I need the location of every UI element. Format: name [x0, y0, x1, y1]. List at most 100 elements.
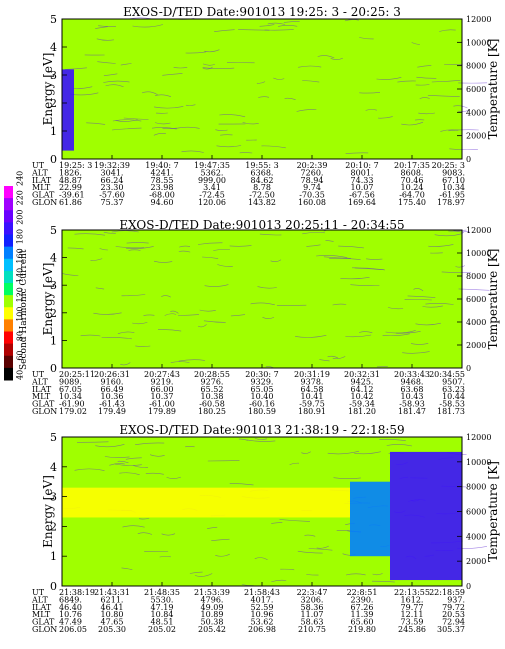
- heatmap-texture-stroke: [153, 106, 184, 109]
- heatmap-texture-stroke: [125, 457, 142, 460]
- heatmap-texture-stroke: [220, 134, 233, 136]
- heatmap-texture-stroke: [344, 19, 359, 22]
- heatmap-texture-stroke: [402, 351, 430, 354]
- heatmap-texture-stroke: [120, 63, 132, 66]
- y-tick-label: 5: [50, 13, 57, 26]
- heatmap-texture-stroke: [238, 438, 248, 441]
- ephemeris-cell: 58.36: [301, 603, 324, 612]
- ephemeris-cell: 78.94: [301, 176, 324, 185]
- ephemeris-cell: 179.02: [59, 407, 87, 416]
- heatmap-texture-stroke: [308, 548, 333, 551]
- ephemeris-cell: 47.19: [151, 603, 174, 612]
- ephemeris-cell: 61.86: [59, 198, 82, 207]
- ephemeris-cell: 10.37: [151, 392, 174, 401]
- heatmap-texture-stroke: [175, 126, 200, 129]
- panel-title: EXOS-D/TED Date:901013 20:25:11 - 20:34:…: [119, 218, 404, 232]
- ephemeris-cell: 72.94: [442, 618, 465, 627]
- heatmap-texture-stroke: [448, 129, 479, 132]
- y-tick-label: 1: [50, 334, 57, 347]
- ephemeris-cell: 22:8:51: [347, 588, 378, 597]
- ephemeris-cell: 10.36: [101, 392, 124, 401]
- ephemeris-cell: 50.38: [201, 618, 224, 627]
- heatmap-texture-stroke: [121, 567, 133, 570]
- heatmap-texture-stroke: [170, 361, 190, 363]
- heatmap-texture-stroke: [202, 256, 219, 259]
- heatmap-texture-stroke: [98, 25, 117, 27]
- heatmap-texture-stroke: [197, 324, 207, 328]
- ephemeris-cell: -59.34: [349, 400, 375, 409]
- panel-1: EXOS-D/TED Date:901013 19:25: 3 - 20:25:…: [31, 5, 500, 207]
- heatmap-texture-stroke: [327, 450, 360, 455]
- heatmap-texture-stroke: [250, 302, 275, 306]
- ephemeris-cell: 22:13:55: [394, 588, 430, 597]
- ephemeris-cell: 180.91: [298, 407, 326, 416]
- heatmap-texture-stroke: [280, 568, 295, 571]
- ephemeris-cell: 19:25: 3: [59, 161, 92, 170]
- heatmap-texture-stroke: [359, 92, 381, 94]
- y2-tick-label: 6000: [466, 85, 486, 94]
- panel-3: EXOS-D/TED Date:901013 21:38:19 - 22:18:…: [31, 423, 500, 634]
- y2-tick-label: 2000: [466, 557, 486, 566]
- ephemeris-cell: 8608.: [401, 168, 424, 177]
- heatmap-texture-stroke: [397, 80, 416, 83]
- ephemeris-cell: 20:33:43: [394, 370, 430, 379]
- heatmap-texture-stroke: [376, 77, 402, 80]
- ephemeris-cell: 73.59: [401, 618, 424, 627]
- heatmap-texture-stroke: [258, 96, 270, 98]
- colorbar-segment: [4, 222, 13, 235]
- heatmap-texture-stroke: [161, 295, 171, 298]
- heatmap-texture-stroke: [259, 24, 275, 27]
- ephemeris-cell: 21:38:19: [59, 588, 95, 597]
- heatmap-texture-stroke: [257, 286, 277, 289]
- heatmap-texture-stroke: [194, 573, 213, 577]
- ephemeris-cell: 7260.: [301, 168, 324, 177]
- ephemeris-cell: 19:40: 7: [145, 161, 178, 170]
- heatmap-texture-stroke: [101, 337, 132, 340]
- y-axis-label: Energy [eV]: [41, 53, 55, 126]
- heatmap-texture-stroke: [93, 312, 122, 315]
- colorbar-tick-label: 220: [16, 190, 25, 205]
- heatmap-texture: [62, 229, 490, 369]
- colorbar-tick-label: 100: [16, 307, 25, 322]
- heatmap-texture-stroke: [202, 67, 235, 69]
- ephemeris-cell: 181.20: [348, 407, 376, 416]
- ephemeris-row-label: ILAT: [32, 385, 52, 394]
- ephemeris-cell: 245.86: [398, 625, 426, 634]
- heatmap-texture-stroke: [103, 231, 116, 234]
- heatmap-texture-stroke: [304, 534, 316, 537]
- heatmap-texture-stroke: [261, 145, 286, 149]
- ephemeris-cell: 6849.: [59, 595, 82, 604]
- ephemeris-cell: 206.05: [59, 625, 87, 634]
- ephemeris-row-label: MLT: [32, 392, 51, 401]
- heatmap-texture-stroke: [123, 117, 149, 120]
- heatmap-texture-stroke: [120, 362, 131, 366]
- heatmap-texture-stroke: [271, 579, 287, 583]
- heatmap-texture-stroke: [329, 258, 361, 260]
- ephemeris-cell: 3.41: [203, 183, 221, 192]
- heatmap-texture-stroke: [427, 95, 460, 97]
- heatmap-texture-stroke: [132, 322, 148, 325]
- colorbar-tick-label: 80: [16, 331, 25, 341]
- ephemeris-cell: 6211.: [101, 595, 124, 604]
- colorbar-tick-label: 200: [16, 210, 25, 225]
- heatmap-texture-stroke: [73, 86, 93, 89]
- ephemeris-table: UTALTILATMLTGLATGLON20:25:119089.67.0510…: [31, 370, 465, 416]
- heatmap-texture-stroke: [316, 545, 329, 549]
- y2-tick-label: 10000: [466, 38, 491, 47]
- heatmap-texture-stroke: [170, 310, 179, 314]
- ephemeris-cell: -61.95: [439, 191, 465, 200]
- ephemeris-cell: 175.40: [398, 198, 426, 207]
- heatmap-texture-stroke: [111, 230, 139, 233]
- ephemeris-cell: 48.51: [151, 618, 174, 627]
- ephemeris-cell: 9.74: [303, 183, 321, 192]
- ephemeris-cell: 20:31:19: [294, 370, 330, 379]
- heatmap-texture-stroke: [99, 248, 108, 251]
- heatmap-texture-stroke: [173, 67, 188, 69]
- heatmap-texture-stroke: [214, 29, 235, 32]
- colorbar-tick-label: 240: [16, 171, 25, 186]
- y2-tick-label: 12000: [466, 226, 491, 235]
- ephemeris-cell: -70.35: [299, 191, 325, 200]
- ephemeris-cell: -61.90: [59, 400, 85, 409]
- heatmap-texture-stroke: [117, 460, 129, 464]
- ephemeris-cell: 63.68: [401, 385, 424, 394]
